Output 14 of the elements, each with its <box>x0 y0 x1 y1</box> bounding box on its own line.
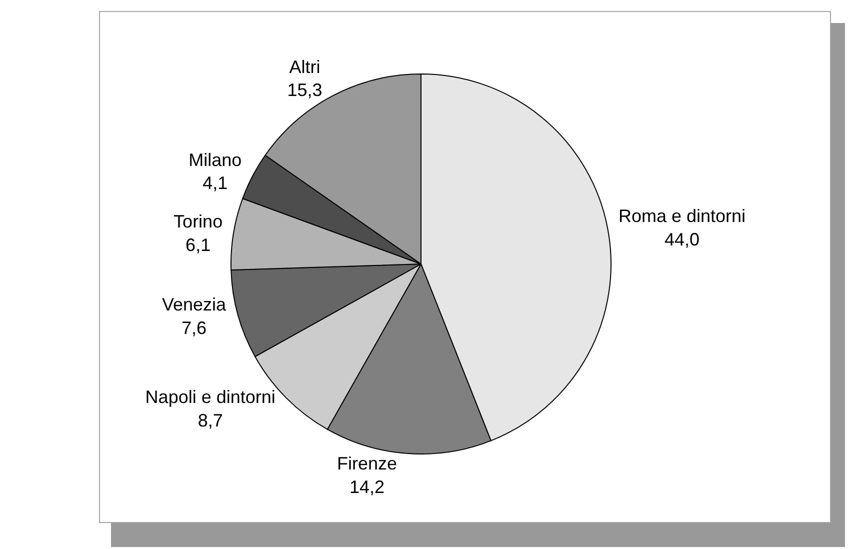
data-label: 7,6 <box>182 318 207 338</box>
data-label: 44,0 <box>664 229 700 250</box>
data-label: 4,1 <box>202 173 228 194</box>
slice-label: Napoli e dintorni <box>145 387 276 408</box>
slice-label: Torino <box>174 211 223 232</box>
data-label: 14,2 <box>349 476 385 497</box>
slice-label: Venezia <box>162 294 228 315</box>
slice-label: Altri <box>289 56 320 77</box>
data-label: 6,1 <box>186 234 211 255</box>
slice-label: Milano <box>188 150 242 170</box>
data-label: 8,7 <box>198 410 223 430</box>
data-label: 15,3 <box>287 80 322 100</box>
slice-label: Firenze <box>336 453 398 474</box>
slice-label: Roma e dintorni <box>618 206 746 226</box>
